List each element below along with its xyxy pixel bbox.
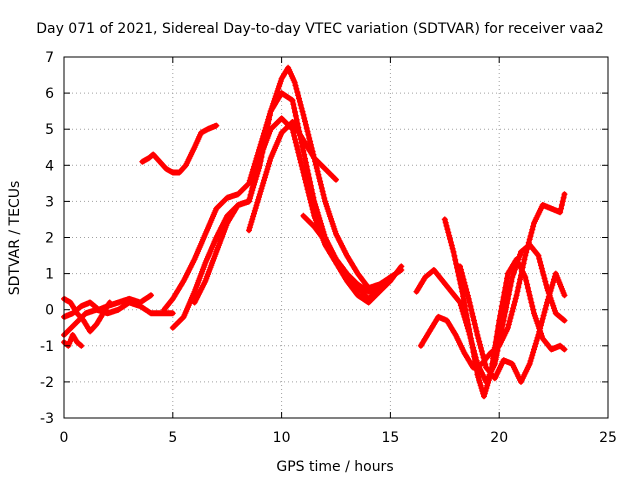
y-tick-label: 1 bbox=[45, 267, 54, 283]
series-trace-b bbox=[61, 295, 113, 335]
series-trace-j bbox=[300, 212, 394, 302]
y-tick-label: 5 bbox=[45, 122, 54, 138]
y-tick-label: 4 bbox=[45, 158, 54, 174]
y-tick-label: 3 bbox=[45, 194, 54, 210]
series-markers bbox=[246, 119, 339, 234]
chart-title: Day 071 of 2021, Sidereal Day-to-day VTE… bbox=[36, 21, 604, 37]
x-axis-label: GPS time / hours bbox=[276, 459, 393, 475]
series-trace-g bbox=[169, 64, 405, 331]
y-tick-label: 2 bbox=[45, 231, 54, 247]
series-trace-i bbox=[246, 119, 339, 234]
series-markers bbox=[441, 216, 568, 400]
x-tick-label: 5 bbox=[168, 430, 177, 446]
axis-ticks: 0 5 10 15 20 25 -3 -2 -1 0 1 2 3 4 5 6 7 bbox=[40, 50, 617, 446]
x-tick-label: 25 bbox=[599, 430, 617, 446]
series-markers bbox=[300, 212, 394, 302]
x-tick-label: 20 bbox=[490, 430, 508, 446]
series-trace-e bbox=[139, 122, 220, 176]
y-tick-label: -3 bbox=[40, 411, 54, 427]
y-tick-label: 0 bbox=[45, 303, 54, 319]
x-tick-label: 10 bbox=[273, 430, 291, 446]
y-tick-label: -1 bbox=[40, 339, 54, 355]
series-markers bbox=[169, 64, 405, 331]
series-trace-n bbox=[457, 263, 568, 385]
y-tick-label: 6 bbox=[45, 86, 54, 102]
y-tick-label: 7 bbox=[45, 50, 54, 66]
series-markers bbox=[139, 122, 220, 176]
x-tick-label: 15 bbox=[381, 430, 399, 446]
y-tick-label: -2 bbox=[40, 375, 54, 391]
series-trace-m bbox=[441, 216, 568, 400]
series-markers bbox=[457, 263, 568, 385]
y-axis-label: SDTVAR / TECUs bbox=[7, 181, 23, 296]
x-tick-label: 0 bbox=[60, 430, 69, 446]
data-series bbox=[61, 64, 568, 400]
